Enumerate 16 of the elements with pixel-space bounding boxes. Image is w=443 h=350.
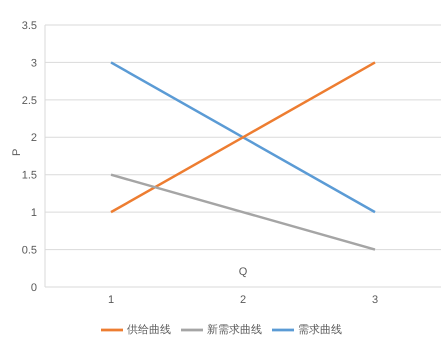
y-tick-label: 3.5 bbox=[22, 20, 37, 32]
y-tick-label: 2.5 bbox=[22, 94, 37, 107]
x-tick-label: 3 bbox=[372, 294, 378, 306]
legend-label: 需求曲线 bbox=[298, 324, 342, 336]
y-tick-label: 0 bbox=[30, 282, 37, 294]
y-axis-title: P bbox=[10, 148, 23, 156]
x-tick-label: 1 bbox=[108, 294, 114, 306]
y-tick-label: 1.5 bbox=[22, 170, 37, 182]
legend-label: 新需求曲线 bbox=[207, 324, 262, 336]
y-tick-label: 3 bbox=[30, 57, 37, 70]
x-axis-title: Q bbox=[238, 266, 248, 278]
y-tick-label: 1 bbox=[30, 207, 37, 220]
y-tick-label: 2 bbox=[30, 132, 37, 144]
y-tick-label: 0.5 bbox=[22, 244, 37, 256]
legend-label: 供给曲线 bbox=[127, 324, 171, 336]
x-tick-label: 2 bbox=[240, 294, 246, 306]
